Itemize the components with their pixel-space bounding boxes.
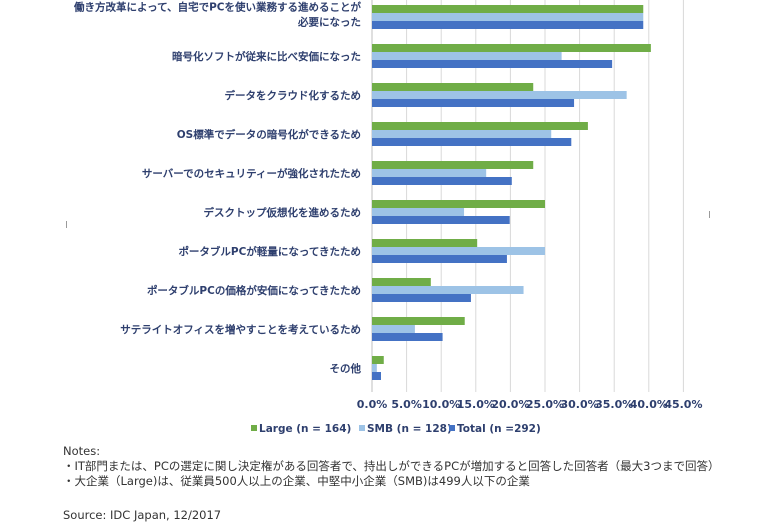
bar-smb — [372, 286, 524, 294]
x-tick-label: 20.0% — [491, 398, 529, 411]
x-tick-label: 45.0% — [664, 398, 702, 411]
bar-large — [372, 200, 545, 208]
bar-smb — [372, 130, 552, 138]
legend-swatch — [251, 425, 257, 431]
notes-line: ・大企業（Large)は、従業員500人以上の企業、中堅中小企業（SMB)は49… — [63, 474, 530, 488]
x-tick-label: 40.0% — [630, 398, 668, 411]
category-labels: 働き方改革によって、自宅でPCを使い業務する進めることが必要になった暗号化ソフト… — [73, 1, 362, 376]
notes-heading: Notes: — [63, 444, 101, 458]
category-label: デスクトップ仮想化を進めるため — [204, 206, 362, 219]
x-tick-label: 35.0% — [595, 398, 633, 411]
bar-smb — [372, 13, 644, 21]
bar-total — [372, 60, 613, 68]
legend-label: SMB (n = 128) — [367, 423, 452, 435]
bar-chart: 働き方改革によって、自宅でPCを使い業務する進めることが必要になった暗号化ソフト… — [73, 0, 703, 435]
bar-smb — [372, 52, 562, 60]
legend: Large (n = 164) SMB (n = 128) Total (n =29… — [251, 423, 541, 435]
bar-large — [372, 278, 431, 286]
bar-total — [372, 333, 443, 341]
category-label: 働き方改革によって、自宅でPCを使い業務する進めることが — [73, 1, 362, 14]
bar-smb — [372, 247, 545, 255]
chart-resize-handle-right[interactable] — [709, 211, 710, 218]
bar-large — [372, 5, 644, 13]
category-label: ポータブルPCの価格が安価になってきたため — [147, 284, 361, 297]
category-label: 暗号化ソフトが従来に比べ安価になった — [172, 50, 361, 63]
bar-total — [372, 177, 512, 185]
notes-line: ・IT部門または、PCの選定に関し決定権がある回答者で、持出しができるPCが増加… — [63, 459, 720, 473]
bar-total — [372, 99, 575, 107]
legend-swatch — [359, 425, 365, 431]
bar-total — [372, 21, 644, 29]
category-label: OS標準でデータの暗号化ができるため — [177, 128, 361, 141]
bar-large — [372, 317, 465, 325]
bar-smb — [372, 364, 377, 372]
bars — [372, 5, 651, 380]
legend-swatch — [449, 425, 455, 431]
x-tick-label: 0.0% — [357, 398, 388, 411]
bar-large — [372, 239, 478, 247]
bar-total — [372, 138, 572, 146]
category-label: サテライトオフィスを増やすことを考えているため — [120, 323, 361, 336]
x-tick-label: 25.0% — [526, 398, 564, 411]
bar-smb — [372, 208, 465, 216]
x-tick-label: 30.0% — [561, 398, 599, 411]
category-label: ポータブルPCが軽量になってきたため — [178, 245, 361, 258]
bar-large — [372, 356, 384, 364]
category-label: データをクラウド化するため — [225, 89, 362, 102]
bar-large — [372, 122, 588, 130]
category-label: サーバーでのセキュリティーが強化されたため — [142, 167, 361, 180]
bar-large — [372, 161, 534, 169]
bar-smb — [372, 169, 487, 177]
legend-label: Total (n =292) — [457, 423, 541, 435]
notes: Notes: ・IT部門または、PCの選定に関し決定権がある回答者で、持出しがで… — [63, 444, 719, 489]
category-label: 必要になった — [297, 16, 361, 29]
bar-total — [372, 216, 510, 224]
x-tick-label: 5.0% — [391, 398, 422, 411]
bar-smb — [372, 91, 627, 99]
legend-label: Large (n = 164) — [259, 423, 351, 435]
bar-large — [372, 44, 651, 52]
bar-total — [372, 372, 381, 380]
source-text: Source: IDC Japan, 12/2017 — [63, 508, 222, 522]
x-tick-label: 15.0% — [457, 398, 495, 411]
category-label: その他 — [330, 362, 362, 375]
bar-smb — [372, 325, 415, 333]
x-axis-tick-labels: 0.0% 5.0% 10.0%15.0%20.0%25.0%30.0%35.0%40… — [357, 398, 703, 411]
x-tick-label: 10.0% — [422, 398, 460, 411]
bar-total — [372, 294, 471, 302]
bar-total — [372, 255, 507, 263]
bar-large — [372, 83, 534, 91]
chart-resize-handle-left[interactable] — [66, 221, 67, 228]
